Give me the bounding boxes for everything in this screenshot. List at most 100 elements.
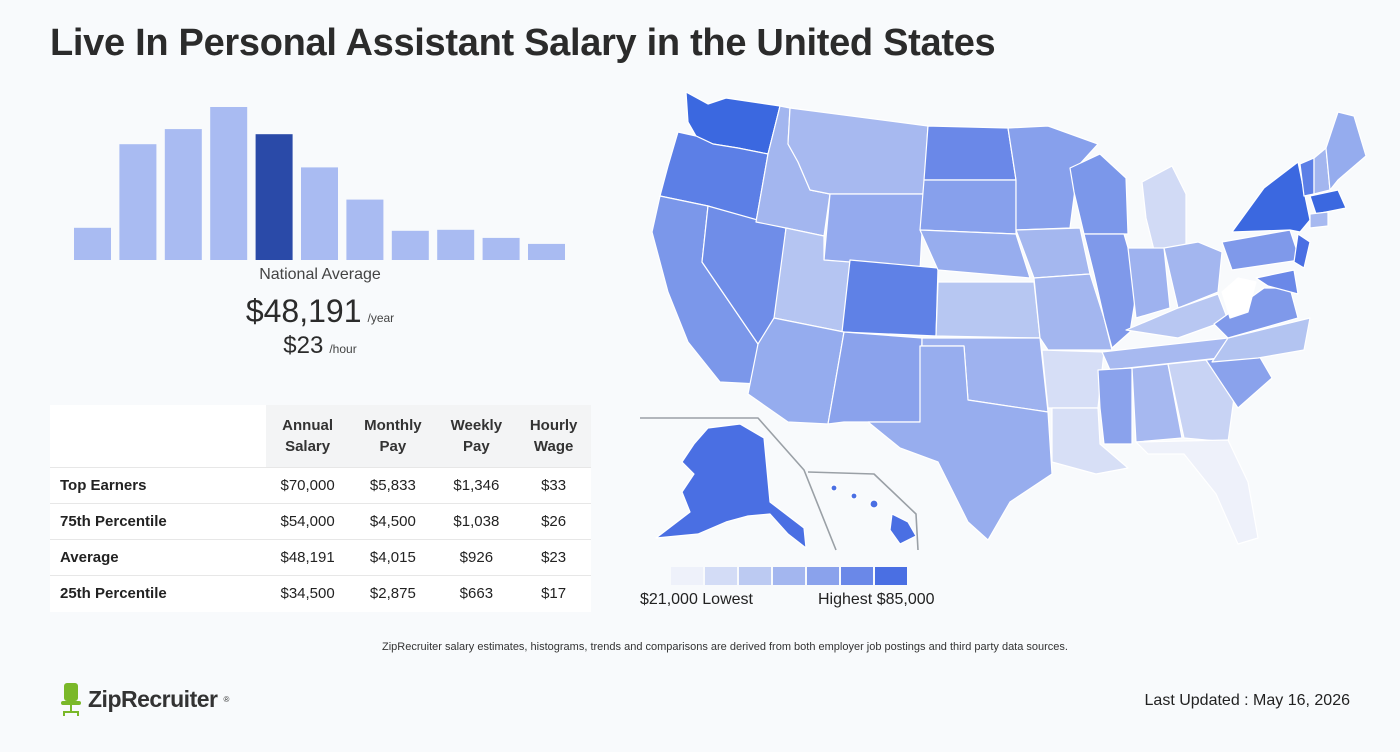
table-row: 25th Percentile $34,500 $2,875 $663 $17 [50,575,591,612]
state-kentucky[interactable] [1125,293,1229,339]
state-hawaii-islands [830,484,838,492]
legend-swatch [841,567,873,585]
cell-hourly: $33 [516,467,591,504]
state-indiana[interactable] [1127,247,1171,319]
histogram-bar [301,167,338,260]
legend-swatch [807,567,839,585]
legend-swatch [705,567,737,585]
header-annual-l1: Annual [282,417,334,434]
histogram-bar [210,107,248,260]
state-missouri[interactable] [1033,273,1113,351]
header-weekly: Weekly Pay [436,405,517,468]
state-west-virginia[interactable] [1221,277,1257,319]
row-label: 25th Percentile [50,575,266,612]
state-illinois[interactable] [1083,233,1139,349]
state-massachusetts[interactable] [1309,189,1347,215]
cell-monthly: $2,875 [349,575,437,612]
state-connecticut[interactable] [1309,211,1329,229]
state-mississippi[interactable] [1097,367,1133,445]
national-yearly: $48,191/year [120,293,520,330]
state-wyoming[interactable] [823,193,925,271]
map-legend [671,567,907,585]
yearly-value: $48,191 [245,293,362,329]
state-arkansas[interactable] [1041,349,1105,409]
histogram-bar [346,199,384,260]
cell-weekly: $926 [436,539,517,576]
national-hourly: $23/hour [120,332,520,360]
state-colorado[interactable] [841,259,939,337]
state-north-carolina[interactable] [1211,317,1311,363]
cell-weekly: $663 [436,575,517,612]
logo-registered-mark: ® [223,694,230,704]
state-virginia[interactable] [1213,287,1299,339]
cell-weekly: $1,038 [436,503,517,540]
hourly-unit: /hour [329,342,357,356]
national-average-label: National Average [259,266,381,283]
state-north-dakota[interactable] [923,125,1017,181]
hourly-value: $23 [283,332,324,359]
state-minnesota[interactable] [1007,125,1099,231]
histogram-bar [391,230,429,260]
state-montana[interactable] [787,107,929,195]
chair-icon [61,683,81,716]
state-georgia[interactable] [1167,359,1235,443]
ziprecruiter-logo[interactable]: ZipRecruiter ® [60,682,229,716]
state-ohio[interactable] [1163,241,1223,309]
hawaii-inset-frame [807,471,919,551]
state-texas[interactable] [867,345,1053,541]
histogram-bar [437,229,475,260]
cell-annual: $70,000 [266,467,350,504]
state-maine[interactable] [1325,111,1367,191]
header-hourly: Hourly Wage [516,405,591,468]
cell-hourly: $17 [516,575,591,612]
legend-high-label: Highest $85,000 [818,591,935,608]
state-florida[interactable] [1135,439,1259,545]
state-alabama[interactable] [1131,363,1183,443]
header-hourly-l2: Wage [533,438,574,455]
row-label: 75th Percentile [50,503,266,540]
state-michigan[interactable] [1141,165,1187,251]
footnote: ZipRecruiter salary estimates, histogram… [382,641,1068,653]
cell-monthly: $4,500 [349,503,437,540]
cell-hourly: $23 [516,539,591,576]
histogram-bar [74,227,111,260]
state-new-mexico[interactable] [827,331,923,425]
cell-monthly: $4,015 [349,539,437,576]
header-weekly-l1: Weekly [450,417,503,434]
legend-swatch [671,567,703,585]
state-new-jersey[interactable] [1293,233,1311,269]
header-monthly-l2: Pay [379,438,407,455]
header-annual-l2: Salary [285,438,331,455]
histogram-bar [482,237,520,260]
alaska-inset-frame [640,417,837,551]
state-south-dakota[interactable] [919,179,1017,235]
table-row: 75th Percentile $54,000 $4,500 $1,038 $2… [50,503,591,540]
header-monthly: Monthly Pay [349,405,437,468]
state-alaska[interactable] [655,423,807,549]
legend-low-label: $21,000 Lowest [640,591,753,608]
state-louisiana[interactable] [1051,407,1129,475]
state-hawaii[interactable] [889,513,917,545]
cell-monthly: $5,833 [349,467,437,504]
cell-annual: $48,191 [266,539,350,576]
histogram-bar [164,129,202,260]
state-nebraska[interactable] [919,229,1031,279]
salary-histogram [70,95,570,260]
cell-annual: $54,000 [266,503,350,540]
last-updated: Last Updated : May 16, 2026 [1144,692,1350,709]
state-pennsylvania[interactable] [1221,229,1301,271]
histogram-bar [528,243,565,260]
state-new-york[interactable] [1231,161,1311,233]
header-hourly-l1: Hourly [529,417,578,434]
header-weekly-l2: Pay [463,438,490,455]
state-wisconsin[interactable] [1069,153,1129,235]
legend-swatch [739,567,771,585]
row-label: Top Earners [50,467,266,504]
state-maryland[interactable] [1255,269,1299,295]
row-label: Average [50,539,266,576]
header-blank [50,405,266,468]
histogram-bar [119,144,157,260]
state-kansas[interactable] [935,281,1041,339]
header-monthly-l1: Monthly [364,417,422,434]
cell-weekly: $1,346 [436,467,517,504]
